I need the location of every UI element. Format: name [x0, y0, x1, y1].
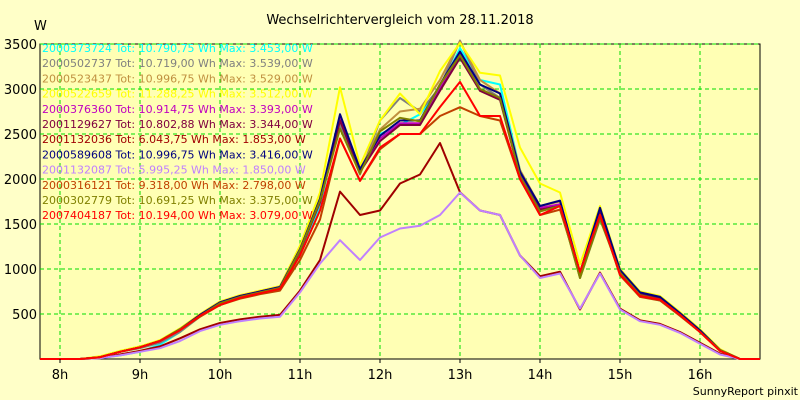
axes: 500 1000 1500 2000 2500 3000 3500 8h 9h 10h 11h 12h…	[4, 38, 712, 383]
plot-area	[39, 43, 761, 360]
chart-title: Wechselrichtervergleich vom 28.11.2018	[266, 13, 533, 28]
legend-entry: 2001132036 Tot: 6.043,75 Wh Max: 1.853,0…	[42, 133, 306, 146]
x-tick-label: 10h	[208, 368, 233, 383]
legend-entry: 2000373724 Tot: 10.790,75 Wh Max: 3.453,…	[42, 42, 313, 55]
x-tick-label: 14h	[528, 368, 553, 383]
series-line-8	[40, 191, 760, 360]
legend-entry: 2001129627 Tot: 10.802,88 Wh Max: 3.344,…	[42, 118, 313, 131]
grid	[40, 43, 760, 359]
x-tick-label: 12h	[368, 368, 393, 383]
legend-entry: 2000302779 Tot: 10.691,25 Wh Max: 3.375,…	[42, 194, 313, 207]
y-tick-label: 1500	[4, 218, 37, 233]
legend-entry: 2000316121 Tot: 9.318,00 Wh Max: 2.798,0…	[42, 179, 306, 192]
y-tick-label: 2500	[4, 128, 37, 143]
x-tick-label: 9h	[132, 368, 149, 383]
y-tick-label: 2000	[4, 173, 37, 188]
y-tick-label: 3500	[4, 38, 37, 53]
x-tick-label: 16h	[688, 368, 713, 383]
y-tick-label: 1000	[4, 263, 37, 278]
legend-entry: 2000589608 Tot: 10.996,75 Wh Max: 3.416,…	[42, 148, 313, 161]
y-tick-label: 500	[12, 308, 37, 323]
chart-footer: SunnyReport pinxit	[693, 385, 799, 398]
legend-entry: 2001132087 Tot: 5.995,25 Wh Max: 1.850,0…	[42, 164, 306, 177]
legend-entry: 2000502737 Tot: 10.719,00 Wh Max: 3.539,…	[42, 57, 313, 70]
x-tick-label: 8h	[52, 368, 69, 383]
x-tick-label: 15h	[608, 368, 633, 383]
series-line-11	[40, 80, 760, 360]
legend-entry: 2000522659 Tot: 11.288,25 Wh Max: 3.512,…	[42, 88, 313, 101]
y-tick-label: 3000	[4, 83, 37, 98]
x-tick-label: 13h	[448, 368, 473, 383]
legend-entry: 2000376360 Tot: 10.914,75 Wh Max: 3.393,…	[42, 103, 313, 116]
x-tick-label: 11h	[288, 368, 313, 383]
series-lines	[40, 39, 760, 360]
legend: 2000373724 Tot: 10.790,75 Wh Max: 3.453,…	[42, 42, 313, 222]
y-axis-label: W	[34, 19, 47, 34]
legend-entry: 2007404187 Tot: 10.194,00 Wh Max: 3.079,…	[42, 209, 313, 222]
legend-entry: 2000523437 Tot: 10.996,75 Wh Max: 3.529,…	[42, 72, 313, 85]
